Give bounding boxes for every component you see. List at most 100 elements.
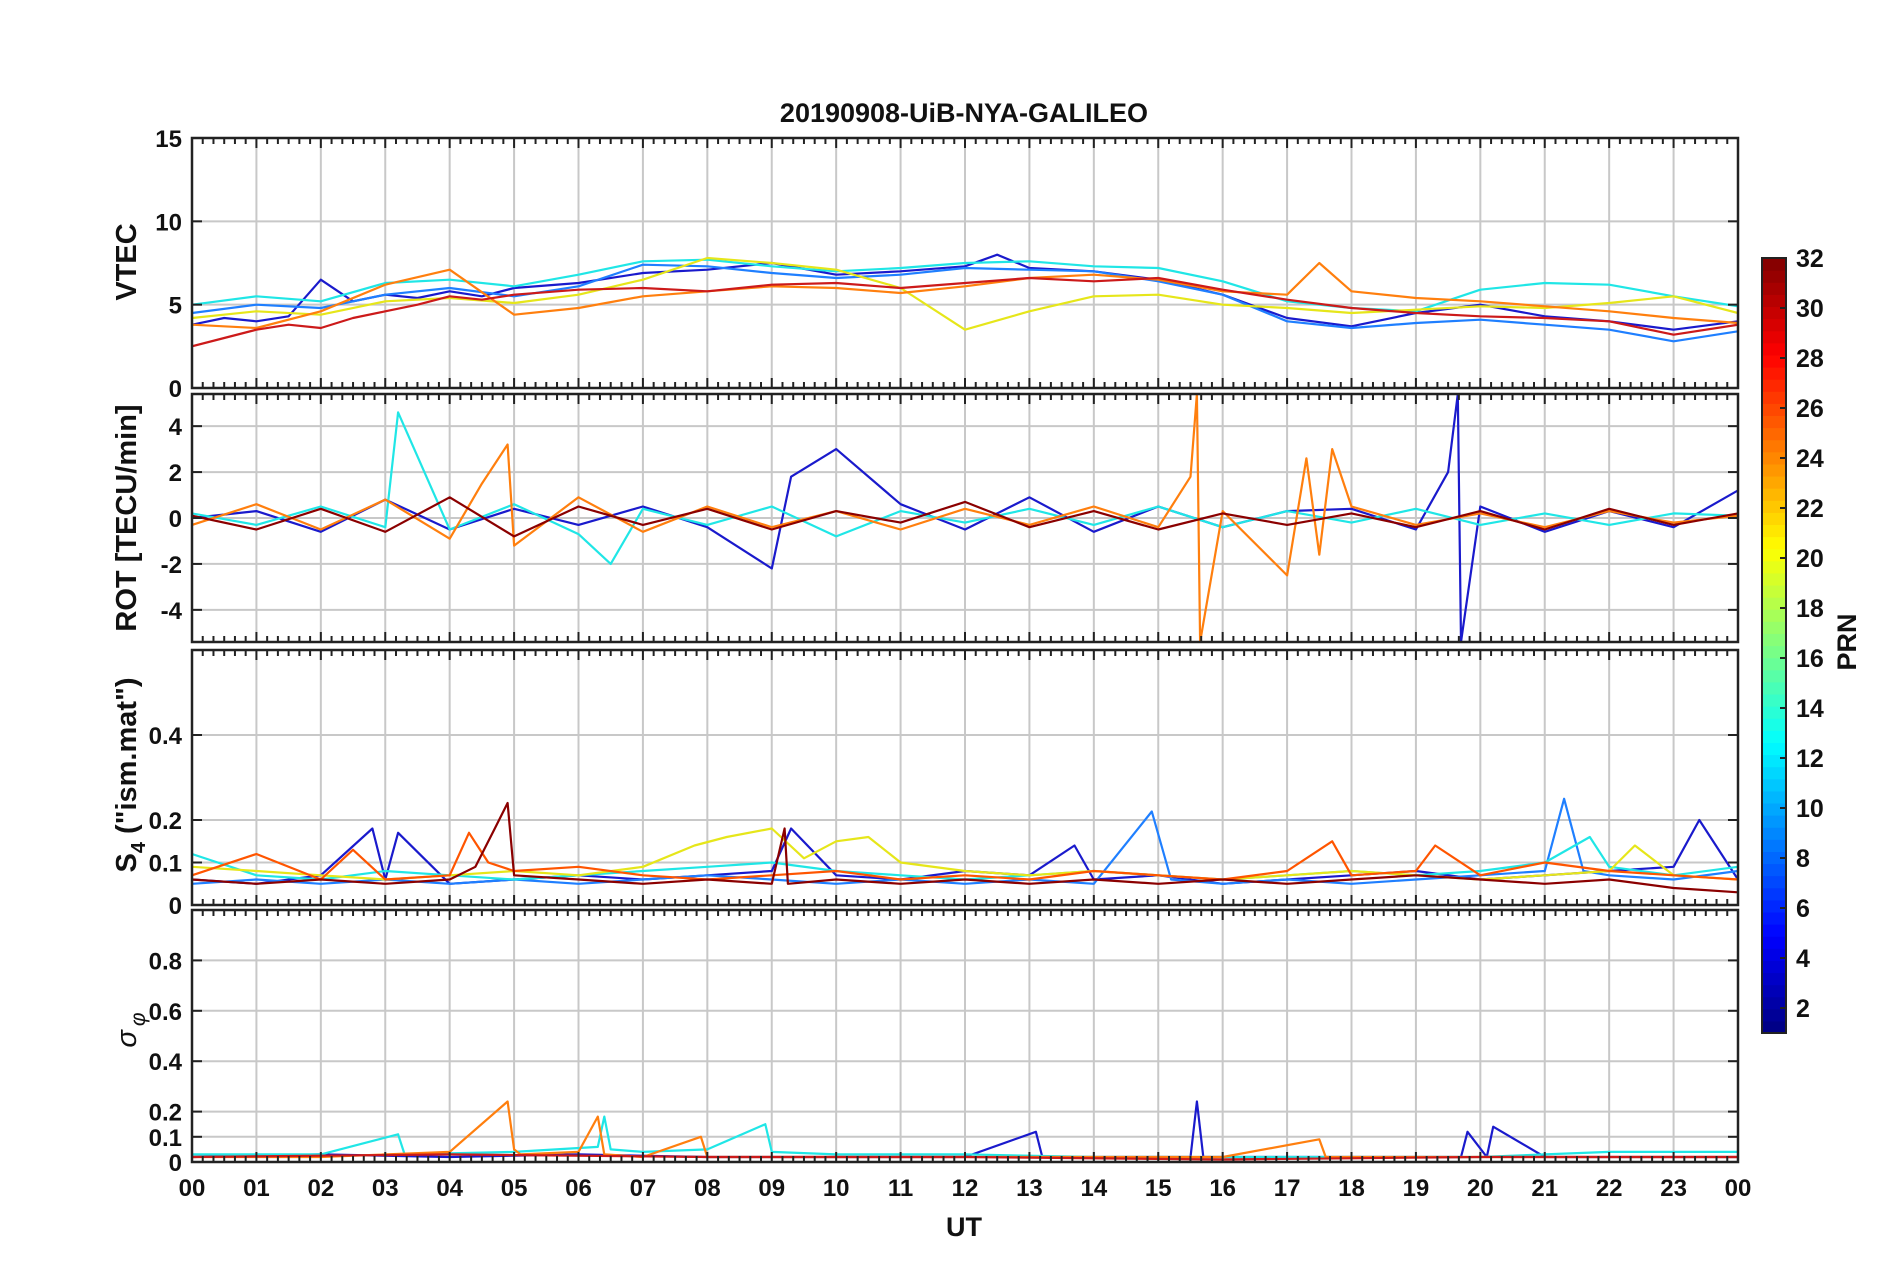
x-tick-label: 00 bbox=[179, 1175, 206, 1202]
vtec-series-line bbox=[192, 276, 1738, 348]
sigma-ytick-label: 0.6 bbox=[149, 999, 182, 1026]
colorbar-swatch bbox=[1762, 306, 1786, 320]
colorbar-swatch bbox=[1762, 657, 1786, 671]
vtec-ytick-label: 10 bbox=[155, 209, 182, 236]
colorbar-swatch bbox=[1762, 609, 1786, 622]
colorbar-tick-label: 18 bbox=[1796, 595, 1824, 623]
colorbar-swatch bbox=[1762, 391, 1786, 404]
x-tick-label: 21 bbox=[1531, 1175, 1558, 1202]
x-tick-label: 00 bbox=[1725, 1175, 1752, 1202]
colorbar-swatch bbox=[1762, 548, 1786, 562]
panel-rot: -4 -2 0 2 4 bbox=[161, 392, 1740, 644]
colorbar-swatch bbox=[1762, 948, 1786, 961]
vtec-ytick-label: 0 bbox=[169, 376, 182, 403]
rot-series-line bbox=[192, 411, 1738, 566]
colorbar-swatch bbox=[1762, 730, 1786, 743]
panel-sigma-phi: 00.10.2 0.4 0.6 0.8 00 01 02 03 04 05 06 07 08 09 10 11… bbox=[149, 908, 1752, 1202]
colorbar-label: PRN bbox=[1832, 613, 1862, 670]
x-tick-label: 08 bbox=[694, 1175, 721, 1202]
colorbar-swatch bbox=[1762, 415, 1786, 429]
x-tick-label: 12 bbox=[952, 1175, 979, 1202]
vtec-ytick-label: 5 bbox=[169, 293, 182, 320]
colorbar-swatch bbox=[1762, 899, 1786, 913]
x-tick-label: 23 bbox=[1660, 1175, 1687, 1202]
colorbar-tick-label: 28 bbox=[1796, 345, 1824, 373]
sigma-ytick-label: 0 bbox=[169, 1150, 182, 1177]
colorbar-tick-label: 4 bbox=[1796, 945, 1810, 973]
x-tick-label: 22 bbox=[1596, 1175, 1623, 1202]
s4-axes-frame bbox=[190, 648, 1740, 907]
colorbar-swatch bbox=[1762, 863, 1786, 877]
rot-ytick-label: -2 bbox=[161, 552, 182, 579]
vtec-series-line bbox=[192, 258, 1738, 313]
x-tick-label: 11 bbox=[888, 1175, 913, 1202]
colorbar-swatch bbox=[1762, 354, 1786, 368]
x-tick-label: 20 bbox=[1467, 1175, 1494, 1202]
sigma-axes-frame bbox=[190, 908, 1740, 1164]
x-tick-label: 02 bbox=[307, 1175, 334, 1202]
s4-ytick-label: 0 bbox=[169, 893, 182, 920]
sigma-ytick-label: 0.1 bbox=[149, 1125, 182, 1152]
colorbar-tick-label: 6 bbox=[1796, 895, 1810, 923]
x-tick-label: 15 bbox=[1145, 1175, 1172, 1202]
s4-ylabel-rest: ("ism.mat") bbox=[111, 678, 143, 842]
vtec-series-line bbox=[192, 261, 1738, 330]
colorbar-tick-label: 30 bbox=[1796, 295, 1824, 323]
colorbar-swatch bbox=[1762, 488, 1786, 501]
x-axis-label: UT bbox=[946, 1212, 982, 1242]
colorbar-swatch bbox=[1762, 742, 1786, 756]
sigma-ylabel-main: σ bbox=[111, 1029, 143, 1048]
colorbar-swatch bbox=[1762, 815, 1786, 828]
colorbar-swatch bbox=[1762, 706, 1786, 719]
x-tick-label: 13 bbox=[1016, 1175, 1043, 1202]
vtec-series-line bbox=[192, 263, 1738, 343]
rot-ytick-label: 2 bbox=[169, 460, 182, 487]
colorbar-swatch bbox=[1762, 342, 1786, 356]
colorbar-swatch bbox=[1762, 693, 1786, 707]
colorbar-tick-label: 12 bbox=[1796, 745, 1824, 773]
rot-series-group bbox=[192, 394, 1738, 642]
colorbar-swatch bbox=[1762, 560, 1786, 574]
colorbar-swatch bbox=[1762, 911, 1786, 925]
x-tick-label: 06 bbox=[565, 1175, 592, 1202]
colorbar-swatch bbox=[1762, 778, 1786, 792]
colorbar-swatch bbox=[1762, 669, 1786, 683]
vtec-series-line bbox=[192, 256, 1738, 331]
colorbar-swatch bbox=[1762, 536, 1786, 550]
rot-ytick-label: 0 bbox=[169, 506, 182, 533]
colorbar-tick-label: 14 bbox=[1796, 695, 1824, 723]
colorbar-swatch bbox=[1762, 972, 1786, 986]
colorbar-swatch bbox=[1762, 790, 1786, 804]
s4-ylabel-main: S bbox=[111, 853, 143, 872]
sigma-ytick-label: 0.4 bbox=[149, 1049, 183, 1076]
colorbar-swatch bbox=[1762, 572, 1786, 586]
colorbar-swatch bbox=[1762, 318, 1786, 332]
colorbar-swatch bbox=[1762, 924, 1786, 937]
colorbar-swatch bbox=[1762, 584, 1786, 598]
chart-title: 20190908-UiB-NYA-GALILEO bbox=[780, 98, 1148, 128]
colorbar-swatch bbox=[1762, 681, 1786, 695]
x-tick-label: 01 bbox=[243, 1175, 270, 1202]
colorbar-swatch bbox=[1762, 1008, 1786, 1022]
colorbar-swatch bbox=[1762, 875, 1786, 889]
vtec-ytick-label: 15 bbox=[155, 126, 182, 153]
vtec-axes-frame bbox=[190, 136, 1740, 390]
colorbar-tick-label: 32 bbox=[1796, 245, 1824, 273]
s4-series-group bbox=[192, 797, 1738, 894]
x-tick-label: 03 bbox=[372, 1175, 399, 1202]
rot-ytick-label: -4 bbox=[161, 598, 183, 625]
colorbar-swatch bbox=[1762, 500, 1786, 513]
sigma-ylabel: σφ bbox=[111, 1012, 150, 1048]
x-tick-label: 19 bbox=[1403, 1175, 1430, 1202]
colorbar-swatch bbox=[1762, 984, 1786, 998]
s4-series-line bbox=[192, 801, 1738, 894]
s4-ytick-label: 0.4 bbox=[149, 723, 183, 750]
s4-ytick-label: 0.1 bbox=[149, 851, 182, 878]
sigma-ytick-label: 0.8 bbox=[149, 948, 182, 975]
panel-vtec: 0 5 10 15 bbox=[155, 126, 1740, 403]
colorbar-swatch bbox=[1762, 439, 1786, 453]
x-tick-label: 10 bbox=[823, 1175, 850, 1202]
colorbar-tick-label: 20 bbox=[1796, 545, 1824, 573]
